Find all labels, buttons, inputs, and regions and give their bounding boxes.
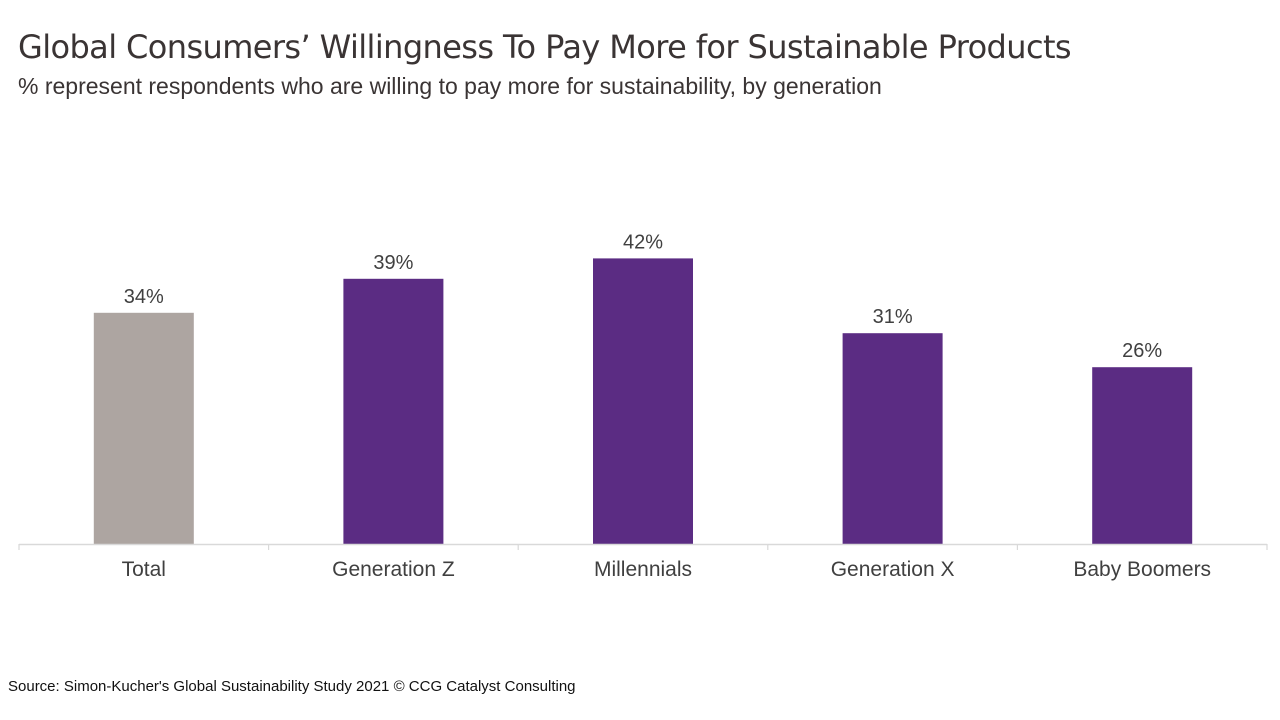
value-label: 31% — [873, 306, 913, 328]
category-label: Generation X — [831, 558, 955, 581]
bar-baby-boomers — [1092, 367, 1193, 544]
category-label: Millennials — [594, 558, 692, 581]
value-label: 26% — [1122, 340, 1162, 362]
category-label: Baby Boomers — [1073, 558, 1211, 581]
bar-millennials — [593, 258, 693, 544]
bar-total — [93, 312, 194, 544]
value-label: 34% — [124, 286, 164, 308]
category-label: Total — [122, 558, 166, 581]
chart-subtitle: % represent respondents who are willing … — [18, 73, 882, 99]
bar-generation-x — [842, 333, 943, 544]
source-note: Source: Simon-Kucher's Global Sustainabi… — [8, 678, 576, 695]
chart-title: Global Consumers’ Willingness To Pay Mor… — [18, 28, 1072, 66]
category-label: Generation Z — [332, 558, 455, 581]
value-label: 42% — [623, 231, 663, 253]
value-label: 39% — [373, 252, 413, 274]
bar-generation-z — [343, 278, 444, 544]
